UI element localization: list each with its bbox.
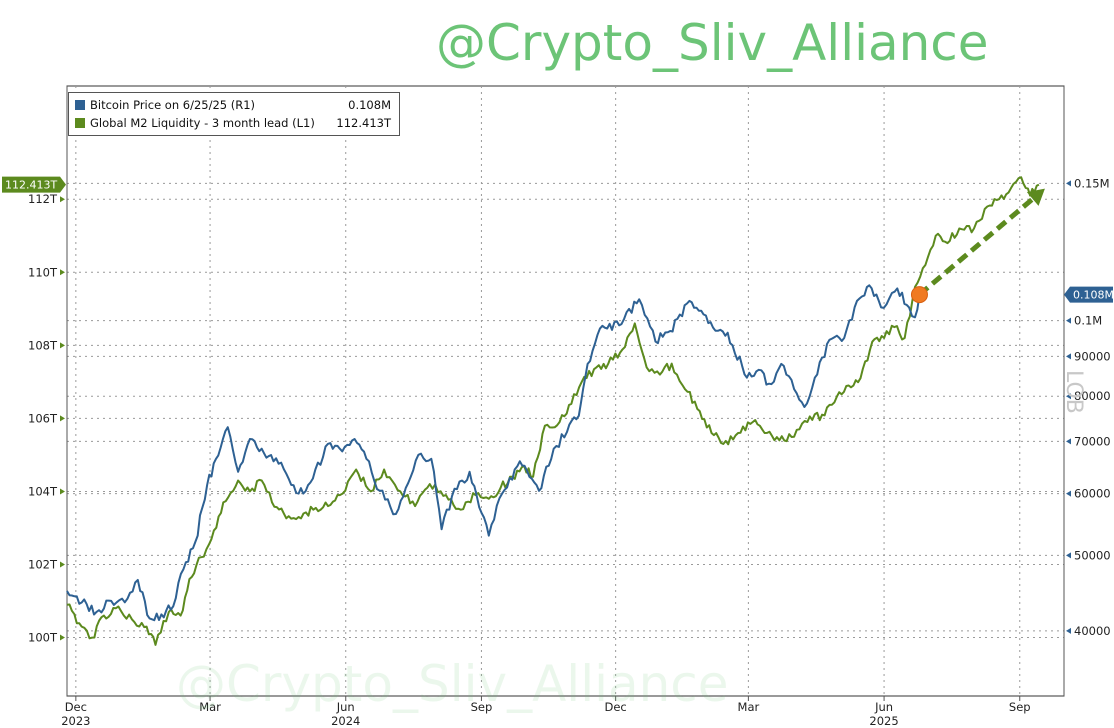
legend-label-btc: Bitcoin Price on 6/25/25 (R1) <box>90 98 256 112</box>
right-tick-mark-5 <box>1066 353 1071 360</box>
left-tick-label-2: 104T <box>28 484 58 498</box>
x-year-label-0: 2023 <box>61 714 90 728</box>
left-tick-mark-5 <box>60 269 65 276</box>
x-tick-label-3: Sep <box>471 700 493 714</box>
right-tick-label-6: 0.1M <box>1074 314 1102 328</box>
watermark-text: @Crypto_Sliv_Alliance <box>436 14 989 72</box>
grid-lines <box>67 86 1064 696</box>
right-tick-mark-1 <box>1066 552 1071 559</box>
legend-swatch-m2 <box>75 118 85 128</box>
right-tick-label-4: 80000 <box>1074 389 1111 403</box>
right-tick-mark-0 <box>1066 627 1071 634</box>
left-last-value-tag <box>2 176 66 193</box>
right-tick-label-1: 50000 <box>1074 548 1111 562</box>
right-tick-mark-7 <box>1066 180 1071 187</box>
legend-entry-m2: Global M2 Liquidity - 3 month lead (L1) … <box>75 115 395 131</box>
watermark-faint: @Crypto_Sliv_Alliance <box>176 655 729 713</box>
x-year-label-2: 2024 <box>331 714 360 728</box>
legend: Bitcoin Price on 6/25/25 (R1) 0.108M Glo… <box>68 92 400 136</box>
legend-label-m2: Global M2 Liquidity - 3 month lead (L1) <box>90 116 315 130</box>
right-tick-label-0: 40000 <box>1074 624 1111 638</box>
left-tick-label-5: 110T <box>28 265 58 279</box>
left-tick-mark-0 <box>60 634 65 641</box>
legend-entry-btc: Bitcoin Price on 6/25/25 (R1) 0.108M <box>75 97 395 113</box>
right-last-value-label: 0.108M <box>1073 289 1114 302</box>
annotation-layer <box>910 188 1045 304</box>
right-tick-label-3: 70000 <box>1074 434 1111 448</box>
legend-swatch-btc <box>75 100 85 110</box>
x-tick-label-5: Mar <box>738 700 760 714</box>
right-tick-label-7: 0.15M <box>1074 176 1110 190</box>
left-tick-mark-4 <box>60 342 65 349</box>
right-tick-mark-3 <box>1066 438 1071 445</box>
current-price-marker <box>910 286 928 304</box>
left-tick-label-6: 112T <box>28 192 58 206</box>
right-tick-mark-6 <box>1066 317 1071 324</box>
left-tick-label-1: 102T <box>28 558 58 572</box>
legend-value-btc: 0.108M <box>348 98 391 112</box>
left-last-value-label: 112.413T <box>5 179 57 192</box>
side-watermark: LOB <box>1061 370 1086 414</box>
x-tick-label-7: Sep <box>1009 700 1031 714</box>
left-tick-mark-6 <box>60 196 65 203</box>
x-tick-label-6: Jun <box>874 700 893 714</box>
x-tick-label-0: Dec <box>65 700 87 714</box>
left-tick-mark-1 <box>60 561 65 568</box>
projection-arrow-head <box>1026 188 1045 206</box>
right-tick-mark-4 <box>1066 393 1071 400</box>
x-tick-label-4: Dec <box>605 700 627 714</box>
left-tick-label-4: 108T <box>28 338 58 352</box>
x-tick-label-2: Jun <box>336 700 355 714</box>
x-year-label-6: 2025 <box>869 714 898 728</box>
right-tick-mark-2 <box>1066 490 1071 497</box>
left-tick-label-0: 100T <box>28 631 58 645</box>
left-tick-label-3: 106T <box>28 411 58 425</box>
plot-frame <box>66 85 1065 697</box>
x-tick-label-1: Mar <box>199 700 221 714</box>
series-layer <box>66 176 1040 646</box>
legend-value-m2: 112.413T <box>336 116 391 130</box>
left-tick-mark-2 <box>60 488 65 495</box>
projection-arrow-shaft <box>917 197 1035 297</box>
left-tick-mark-3 <box>60 415 65 422</box>
series-line-btc <box>66 284 921 622</box>
series-line-m2 <box>66 176 1040 646</box>
right-axis: 40000 50000 60000 70000 80000 90000 0.1M 0.15M 0… <box>1063 86 1114 696</box>
right-last-value-tag <box>1064 286 1113 303</box>
right-tick-label-2: 60000 <box>1074 487 1111 501</box>
right-tick-label-5: 90000 <box>1074 349 1111 363</box>
